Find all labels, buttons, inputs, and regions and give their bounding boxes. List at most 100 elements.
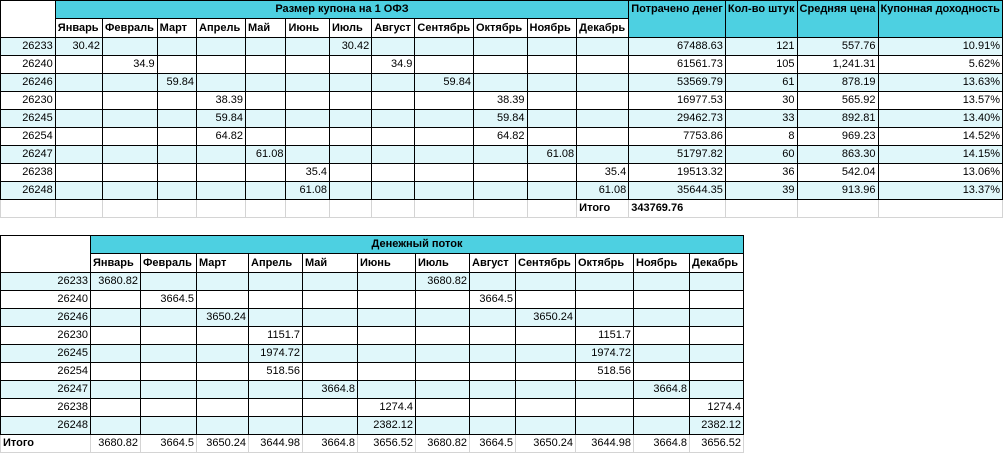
- cashflow-cell[interactable]: [140, 308, 197, 327]
- cashflow-cell[interactable]: [357, 308, 416, 327]
- cashflow-cell[interactable]: [90, 362, 141, 381]
- avg-price-cell[interactable]: 565.92: [796, 91, 879, 110]
- coupon-cell[interactable]: [196, 163, 246, 182]
- coupon-cell[interactable]: [54, 145, 104, 164]
- spent-cell[interactable]: 53569.79: [628, 73, 726, 92]
- cashflow-cell[interactable]: 518.56: [575, 362, 634, 381]
- cashflow-cell[interactable]: 2382.12: [357, 416, 416, 435]
- cashflow-cell[interactable]: [469, 326, 516, 345]
- coupon-cell[interactable]: [54, 127, 104, 146]
- cashflow-cell[interactable]: 2382.12: [689, 416, 744, 435]
- month-header[interactable]: Декабрь: [689, 253, 744, 273]
- cashflow-cell[interactable]: [575, 290, 634, 309]
- spent-cell[interactable]: 35644.35: [628, 181, 726, 200]
- cashflow-cell[interactable]: 3680.82: [415, 272, 470, 291]
- coupon-cell[interactable]: [196, 73, 246, 92]
- coupon-cell[interactable]: [329, 109, 373, 128]
- cashflow-cell[interactable]: [469, 398, 516, 417]
- coupon-cell[interactable]: [244, 91, 287, 110]
- coupon-cell[interactable]: [371, 145, 416, 164]
- coupon-cell[interactable]: [414, 127, 474, 146]
- cashflow-cell[interactable]: [515, 362, 576, 381]
- coupon-cell[interactable]: 30.42: [329, 37, 373, 56]
- total-cell[interactable]: 3664.5: [140, 434, 197, 453]
- cashflow-cell[interactable]: [302, 272, 358, 291]
- cashflow-cell[interactable]: [689, 380, 744, 399]
- month-header[interactable]: Апрель: [196, 18, 246, 38]
- corner-cell[interactable]: [0, 0, 56, 38]
- coupon-cell[interactable]: [414, 91, 474, 110]
- cashflow-cell[interactable]: [357, 290, 416, 309]
- cashflow-cell[interactable]: [196, 380, 249, 399]
- empty-cell[interactable]: [196, 199, 246, 218]
- cashflow-cell[interactable]: [302, 398, 358, 417]
- bond-id-cell[interactable]: 26240: [0, 55, 56, 74]
- coupon-cell[interactable]: [576, 73, 630, 92]
- coupon-cell[interactable]: [102, 109, 158, 128]
- coupon-cell[interactable]: [371, 91, 416, 110]
- cashflow-cell[interactable]: [196, 326, 249, 345]
- spent-cell[interactable]: 67488.63: [628, 37, 726, 56]
- cashflow-cell[interactable]: [90, 398, 141, 417]
- qty-cell[interactable]: 60: [724, 145, 798, 164]
- coupon-cell[interactable]: [526, 109, 578, 128]
- avg-price-cell[interactable]: 913.96: [796, 181, 879, 200]
- cashflow-cell[interactable]: [689, 344, 744, 363]
- coupon-cell[interactable]: 30.42: [54, 37, 104, 56]
- coupon-cell[interactable]: [329, 163, 373, 182]
- cashflow-cell[interactable]: [689, 272, 744, 291]
- empty-cell[interactable]: [796, 199, 879, 218]
- month-header[interactable]: Сентябрь: [414, 18, 474, 38]
- cashflow-cell[interactable]: [415, 308, 470, 327]
- coupon-cell[interactable]: 35.4: [576, 163, 630, 182]
- coupon-cell[interactable]: [54, 163, 104, 182]
- cashflow-cell[interactable]: [515, 272, 576, 291]
- yield-header[interactable]: Купонная доходность: [877, 0, 1003, 38]
- yield-cell[interactable]: 13.37%: [877, 181, 1003, 200]
- coupon-cell[interactable]: [102, 163, 158, 182]
- bond-id-cell[interactable]: 26238: [0, 398, 91, 417]
- bond-id-cell[interactable]: 26245: [0, 344, 91, 363]
- coupon-cell[interactable]: [156, 127, 198, 146]
- month-header[interactable]: Июль: [329, 18, 373, 38]
- coupon-cell[interactable]: [576, 127, 630, 146]
- coupon-cell[interactable]: 59.84: [472, 109, 528, 128]
- coupon-cell[interactable]: [576, 55, 630, 74]
- empty-cell[interactable]: [724, 199, 798, 218]
- cashflow-cell[interactable]: [357, 326, 416, 345]
- cashflow-cell[interactable]: [196, 416, 249, 435]
- cashflow-cell[interactable]: [415, 326, 470, 345]
- cashflow-cell[interactable]: [302, 416, 358, 435]
- coupon-cell[interactable]: [526, 181, 578, 200]
- total-label[interactable]: Итого: [576, 199, 630, 218]
- coupon-cell[interactable]: [329, 73, 373, 92]
- empty-cell[interactable]: [371, 199, 416, 218]
- cashflow-cell[interactable]: 3680.82: [90, 272, 141, 291]
- cashflow-cell[interactable]: [140, 398, 197, 417]
- cashflow-cell[interactable]: [515, 398, 576, 417]
- avg-price-cell[interactable]: 557.76: [796, 37, 879, 56]
- cashflow-cell[interactable]: [633, 416, 690, 435]
- cashflow-cell[interactable]: 3664.8: [633, 380, 690, 399]
- cashflow-table-title[interactable]: Денежный поток: [90, 235, 744, 254]
- yield-cell[interactable]: 13.40%: [877, 109, 1003, 128]
- coupon-cell[interactable]: [285, 37, 331, 56]
- cashflow-cell[interactable]: [302, 362, 358, 381]
- yield-cell[interactable]: 13.57%: [877, 91, 1003, 110]
- coupon-cell[interactable]: [576, 145, 630, 164]
- cashflow-cell[interactable]: 1151.7: [248, 326, 303, 345]
- bond-id-cell[interactable]: 26233: [0, 37, 56, 56]
- cashflow-cell[interactable]: [633, 290, 690, 309]
- avg-price-cell[interactable]: 863.30: [796, 145, 879, 164]
- coupon-cell[interactable]: [414, 37, 474, 56]
- bond-id-cell[interactable]: 26230: [0, 91, 56, 110]
- cashflow-cell[interactable]: [515, 290, 576, 309]
- coupon-cell[interactable]: 64.82: [196, 127, 246, 146]
- cashflow-cell[interactable]: [515, 344, 576, 363]
- cashflow-cell[interactable]: [689, 290, 744, 309]
- corner-cell[interactable]: [0, 235, 91, 273]
- month-header[interactable]: Декабрь: [576, 18, 630, 38]
- cashflow-cell[interactable]: [90, 308, 141, 327]
- cashflow-cell[interactable]: [469, 272, 516, 291]
- empty-cell[interactable]: [472, 199, 528, 218]
